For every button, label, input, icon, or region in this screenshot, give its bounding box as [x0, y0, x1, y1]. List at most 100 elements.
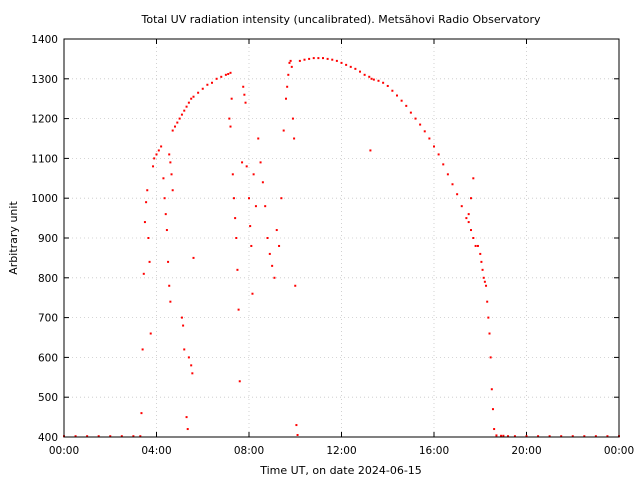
data-point	[235, 237, 238, 239]
data-point	[140, 412, 143, 415]
y-tick-label: 1000	[31, 193, 58, 205]
y-tick-label: 1400	[31, 34, 58, 46]
data-point	[467, 221, 470, 224]
data-point	[238, 380, 241, 383]
data-point	[291, 117, 294, 120]
data-point	[248, 197, 250, 200]
data-point	[229, 71, 232, 74]
y-tick-label: 1200	[31, 114, 58, 126]
data-point	[289, 59, 292, 62]
data-point	[190, 97, 193, 100]
data-point	[143, 221, 146, 224]
data-point	[190, 364, 193, 367]
data-point	[243, 93, 246, 96]
data-point	[488, 332, 491, 335]
data-point	[495, 434, 498, 437]
data-point	[187, 356, 190, 359]
data-point	[290, 65, 293, 68]
data-point	[322, 57, 324, 60]
gridlines	[64, 39, 619, 437]
data-point	[489, 356, 492, 359]
data-point	[242, 85, 245, 88]
data-point	[326, 57, 329, 60]
data-point	[467, 213, 470, 216]
data-point	[201, 87, 204, 90]
data-point	[157, 149, 160, 152]
data-point	[165, 229, 168, 232]
data-point	[298, 59, 301, 62]
data-point	[548, 435, 551, 438]
data-point	[153, 157, 156, 160]
y-axis-label: Arbitrary unit	[7, 201, 20, 275]
data-point	[409, 111, 412, 114]
data-point	[606, 435, 609, 438]
x-tick-label: 12:00	[326, 445, 356, 457]
x-tick-label: 20:00	[511, 445, 541, 457]
data-point	[211, 81, 213, 84]
y-tick-label: 700	[38, 313, 58, 325]
y-tick-label: 800	[38, 273, 58, 285]
data-point	[230, 97, 233, 100]
data-point	[400, 99, 403, 102]
data-point	[183, 348, 186, 351]
data-point	[132, 435, 135, 438]
data-point	[169, 300, 172, 303]
x-axis-label: Time UT, on date 2024-06-15	[259, 464, 422, 477]
data-point	[369, 149, 372, 152]
data-point	[174, 125, 176, 128]
y-tick-label: 1300	[31, 74, 58, 86]
data-point	[164, 213, 167, 216]
data-point	[261, 181, 264, 184]
data-point	[474, 244, 477, 247]
data-point	[259, 161, 262, 164]
data-point	[185, 416, 188, 419]
data-point	[236, 268, 239, 271]
data-point	[220, 75, 223, 78]
data-point	[176, 121, 179, 124]
data-point	[250, 244, 253, 247]
data-point	[273, 276, 276, 279]
data-point	[251, 292, 254, 295]
data-point	[293, 137, 296, 140]
data-point	[486, 300, 489, 303]
data-point	[152, 165, 155, 168]
data-point	[227, 73, 230, 76]
data-point	[490, 388, 493, 391]
data-point	[237, 308, 240, 311]
data-point	[368, 75, 371, 78]
data-point	[340, 61, 343, 64]
data-point	[245, 165, 248, 168]
data-point	[308, 57, 311, 60]
data-point	[268, 252, 271, 255]
data-point	[141, 348, 144, 351]
data-point	[583, 435, 586, 438]
chart-title: Total UV radiation intensity (uncalibrat…	[141, 13, 541, 26]
data-point	[382, 81, 385, 84]
x-tick-label: 08:00	[234, 445, 264, 457]
data-point	[252, 173, 255, 176]
data-point	[215, 77, 218, 80]
data-point	[185, 105, 188, 108]
data-point	[507, 435, 509, 438]
data-point	[171, 129, 174, 132]
data-point	[359, 70, 361, 73]
data-point	[146, 189, 149, 192]
data-point	[180, 316, 183, 319]
data-point	[513, 435, 516, 438]
data-point	[228, 117, 231, 120]
data-point	[331, 58, 334, 61]
data-point	[74, 435, 77, 438]
data-point	[206, 83, 209, 86]
data-point	[241, 161, 244, 164]
data-point	[312, 57, 315, 60]
data-point	[264, 205, 267, 208]
plot-frame	[63, 38, 620, 438]
data-point	[493, 428, 496, 431]
data-point	[335, 59, 338, 62]
y-tick-label: 500	[38, 392, 58, 404]
data-point	[442, 163, 445, 166]
data-point	[278, 244, 281, 247]
data-point	[377, 79, 380, 82]
